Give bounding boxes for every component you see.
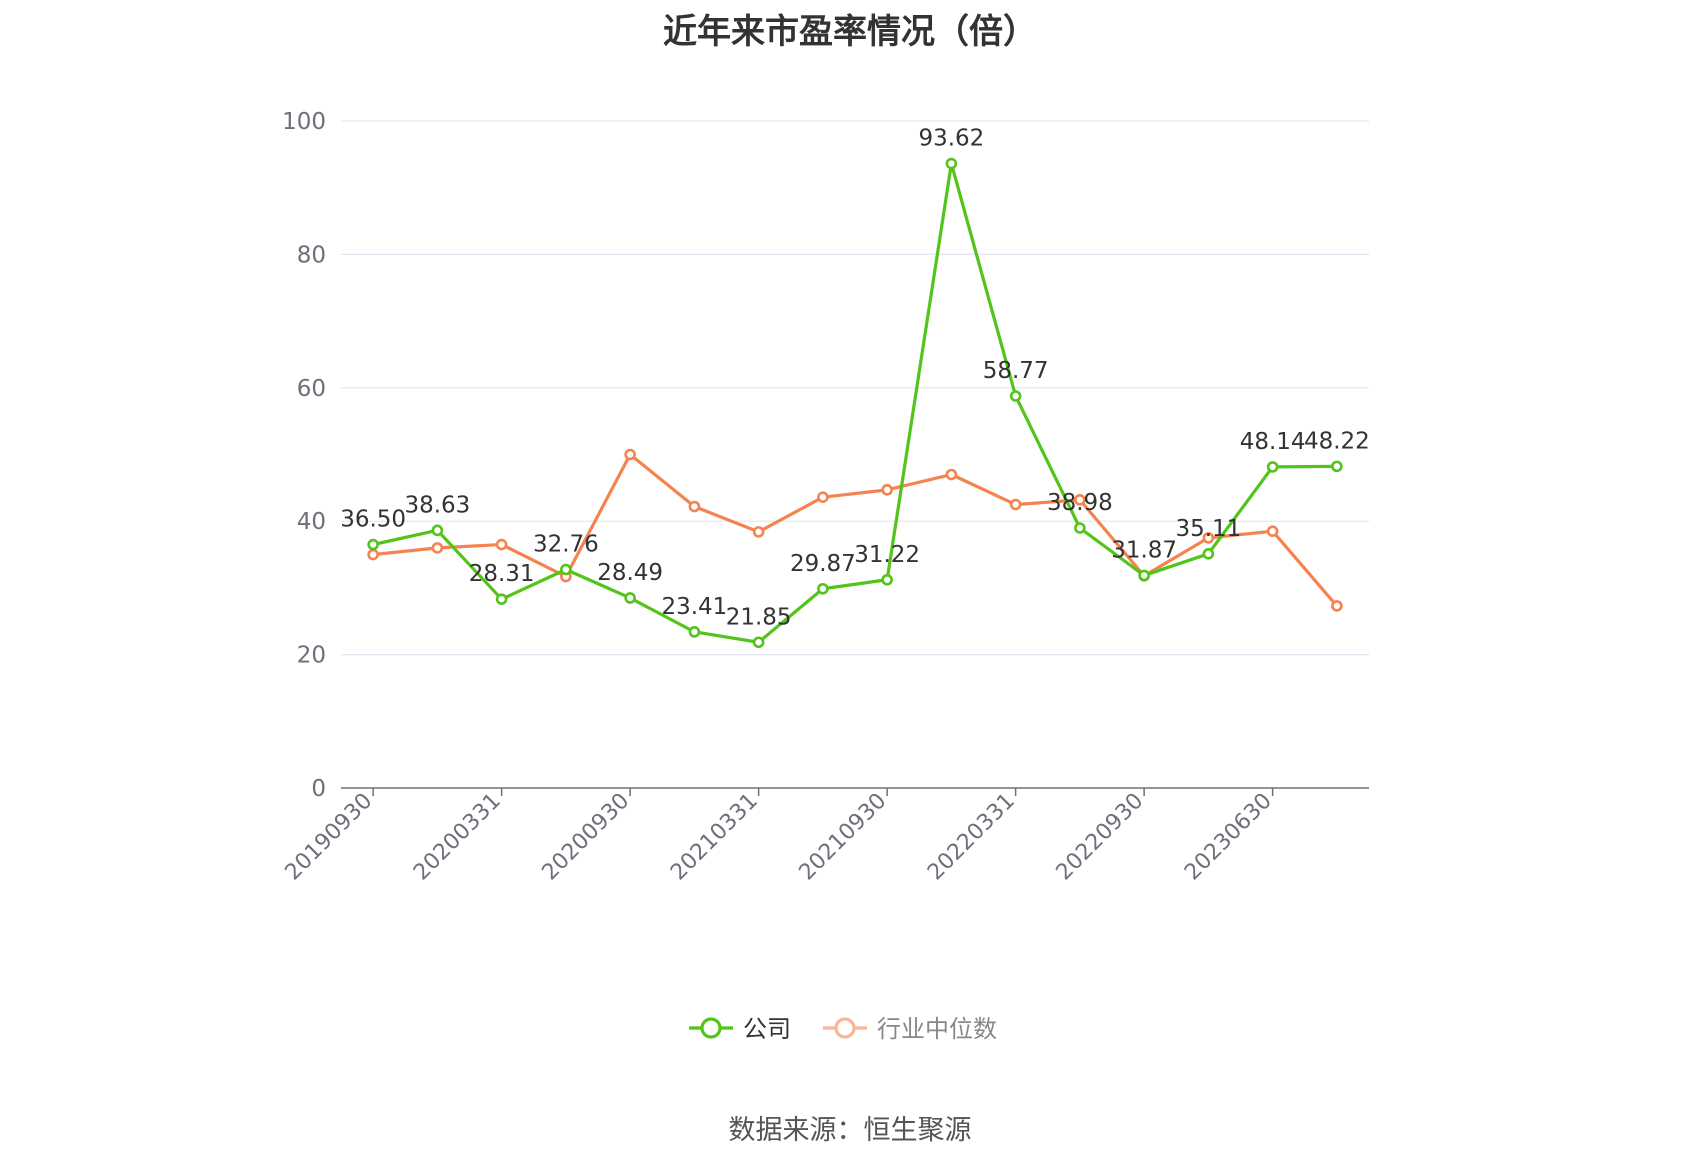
data-point [1331,460,1343,473]
series-line [372,161,1337,644]
data-label: 36.50 [340,507,406,533]
x-tick-label: 20210930 [795,789,892,886]
data-point [431,524,444,537]
series-lines [367,157,1343,649]
data-point [945,157,958,170]
x-tick-label: 20230630 [1180,789,1277,886]
x-tick-label: 20220331 [923,789,1020,886]
data-label: 21.85 [726,604,792,630]
legend-label: 公司 [743,1015,791,1043]
data-point [752,636,765,649]
data-point [881,484,893,496]
data-point [1202,532,1215,544]
data-label: 29.87 [790,551,856,577]
data-point [817,582,829,595]
data-label: 48.22 [1304,428,1370,454]
legend-item: 公司 [689,1015,791,1043]
legend-marker [834,1017,856,1039]
data-point [1266,525,1279,538]
chart-title: 近年来市盈率情况（倍） [663,12,1037,52]
legend-label: 行业中位数 [877,1015,997,1043]
x-tick-label: 20190930 [281,789,378,886]
legend: 公司 行业中位数 [689,1015,997,1043]
data-point [688,626,701,638]
data-label: 28.49 [597,560,663,586]
y-tick-label: 80 [297,242,326,268]
data-label: 31.87 [1111,537,1177,563]
data-point [367,538,379,551]
grid-lines [341,120,1369,656]
data-point [624,448,636,461]
data-label: 31.22 [854,542,920,568]
data-point [945,468,958,481]
data-label: 38.63 [404,492,470,518]
data-label: 32.76 [533,531,599,557]
data-point [495,538,508,551]
data-label: 28.31 [469,561,535,587]
x-tick-label: 20200930 [538,789,635,886]
y-tick-label: 60 [297,376,326,402]
data-point [817,491,829,503]
legend-item: 行业中位数 [823,1015,997,1043]
data-point [1009,390,1022,402]
y-tick-label: 40 [297,509,326,535]
y-tick-label: 20 [297,643,326,669]
data-label: 23.41 [661,594,727,620]
data-point [688,500,701,513]
data-point [1009,498,1022,511]
data-point [1074,494,1086,506]
data-point [1074,522,1086,534]
x-tick-label: 20220930 [1052,789,1149,886]
data-label: 93.62 [918,126,984,152]
data-label: 38.98 [1047,490,1113,516]
data-point [752,526,765,538]
source-note: 数据来源：恒生聚源 [728,1115,972,1146]
data-label: 35.11 [1175,516,1241,542]
data-point [624,592,636,604]
data-point [367,548,379,561]
data-point [431,542,444,554]
series-line [372,452,1339,607]
data-label: 48.14 [1240,429,1306,455]
data-label: 58.77 [983,358,1049,384]
data-point [1202,548,1215,560]
x-tick-label: 20200331 [409,789,506,886]
data-point [1138,569,1150,582]
data-point [1331,600,1343,612]
legend-marker [700,1017,722,1039]
data-point [881,573,893,586]
data-point [1266,461,1279,473]
data-point [560,563,572,576]
y-tick-label: 100 [282,109,326,135]
x-tick-label: 20210331 [666,789,763,886]
y-tick-label: 0 [311,776,326,802]
data-point [495,593,508,605]
